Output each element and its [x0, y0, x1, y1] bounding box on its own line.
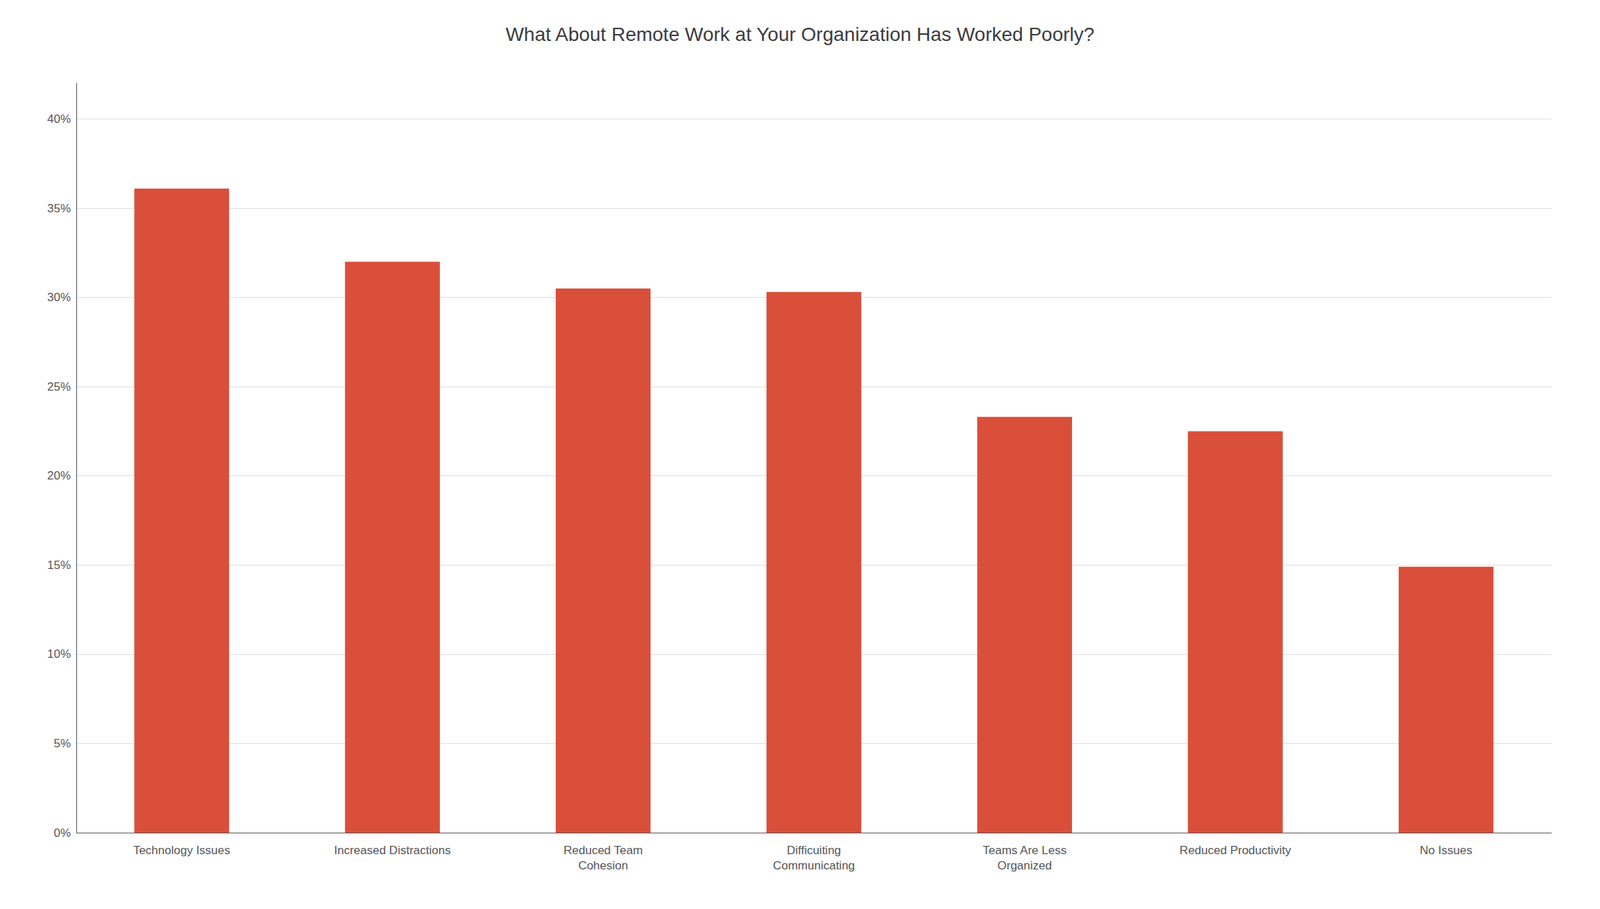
svg-text:10%: 10%: [47, 647, 71, 661]
svg-text:25%: 25%: [47, 380, 71, 394]
svg-text:Increased Distractions: Increased Distractions: [333, 843, 451, 857]
svg-text:35%: 35%: [47, 201, 71, 216]
svg-text:Communicating: Communicating: [772, 858, 855, 873]
svg-text:Teams Are Less: Teams Are Less: [982, 843, 1067, 857]
svg-text:40%: 40%: [47, 112, 71, 126]
svg-text:15%: 15%: [47, 558, 71, 572]
svg-text:Reduced Productivity: Reduced Productivity: [1179, 843, 1292, 857]
svg-text:30%: 30%: [47, 290, 71, 304]
svg-text:Difficuiting: Difficuiting: [786, 843, 841, 857]
svg-text:20%: 20%: [47, 469, 71, 483]
svg-text:5%: 5%: [53, 736, 71, 751]
svg-text:Reduced Team: Reduced Team: [563, 843, 643, 857]
svg-text:What About Remote Work at Your: What About Remote Work at Your Organizat…: [505, 23, 1095, 46]
svg-text:Cohesion: Cohesion: [577, 858, 628, 873]
svg-text:No Issues: No Issues: [1419, 843, 1473, 857]
svg-text:Technology Issues: Technology Issues: [133, 843, 231, 857]
svg-text:Organized: Organized: [997, 858, 1052, 873]
svg-text:0%: 0%: [53, 826, 71, 840]
